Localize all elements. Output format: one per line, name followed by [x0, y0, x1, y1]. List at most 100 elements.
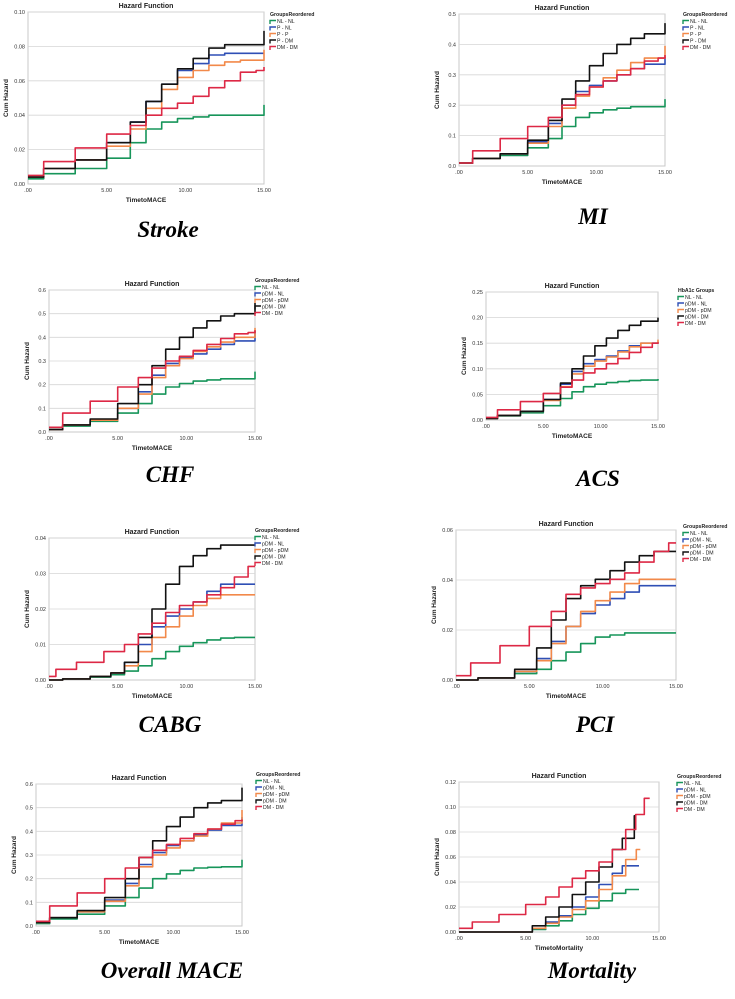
legend-swatch [254, 548, 261, 553]
legend-item: NL - NL [685, 295, 703, 301]
legend-item: NL - NL [690, 19, 708, 25]
x-tick-label: 10.00 [594, 424, 608, 430]
y-tick-label: 0.5 [25, 806, 33, 812]
y-tick-label: 0.02 [445, 905, 456, 911]
series-line [486, 342, 659, 419]
y-tick-label: 0.25 [472, 290, 483, 296]
legend-item: pDM - pDM [262, 298, 289, 304]
caption-cabg: CABG [138, 712, 202, 737]
series-line [49, 371, 256, 431]
y-tick-label: 0.5 [38, 312, 46, 318]
y-tick-label: 0.2 [38, 383, 46, 389]
legend-item: P - DM [277, 39, 293, 45]
x-tick-label: 10.00 [178, 188, 192, 194]
y-tick-label: 0.1 [25, 900, 33, 906]
x-tick-label: 15.00 [248, 436, 262, 442]
chart-mi: 0.0 0.1 0.2 0.3 0.4 0.5 .00 5.00 10.00 15.00 Hazar… [434, 5, 727, 186]
series-line [459, 848, 641, 933]
series-line [459, 797, 650, 930]
plot-area [485, 291, 659, 421]
x-tick-label: .00 [45, 436, 53, 442]
y-axis-label: Cum Hazard [434, 71, 441, 109]
legend-item: pDM - pDM [685, 308, 712, 314]
legend-item: DM - DM [277, 45, 298, 51]
x-axis-label: TimetoMACE [546, 693, 587, 700]
x-tick-label: .00 [455, 936, 463, 942]
y-tick-label: 0.08 [14, 44, 25, 50]
plot-area [27, 11, 265, 185]
series-line [49, 565, 255, 678]
legend-item: NL - NL [690, 531, 708, 537]
legend-title: GroupsReordered [255, 278, 299, 284]
legend-item: NL - NL [684, 781, 702, 787]
chart-acs: 0.00 0.05 0.10 0.15 0.20 0.25 .00 5.00 10.00 15.0… [461, 283, 714, 440]
series-line [456, 578, 676, 681]
legend-swatch [682, 39, 689, 44]
series-line [456, 542, 676, 677]
series-line [49, 636, 255, 681]
legend-item: DM - DM [263, 805, 284, 811]
series-line [36, 819, 243, 923]
chart-title: Hazard Function [125, 529, 180, 536]
y-tick-label: 0.00 [445, 930, 456, 936]
x-tick-label: 10.00 [585, 936, 599, 942]
x-tick-label: 5.00 [112, 436, 123, 442]
legend-swatch [677, 321, 684, 326]
legend-title: GroupsReordered [270, 12, 314, 18]
y-tick-label: 0.00 [472, 418, 483, 424]
plot-area [458, 13, 666, 167]
y-tick-label: 0.3 [448, 73, 456, 79]
legend-swatch [676, 781, 683, 786]
y-tick-label: 0.3 [25, 853, 33, 859]
legend-swatch [255, 786, 262, 791]
y-axis-label: Cum Hazard [11, 836, 18, 874]
legend-item: pDM - NL [263, 786, 285, 792]
chart-stroke: 0.00 0.02 0.04 0.06 0.08 0.10 .00 5.00 10.00 15.0… [3, 3, 314, 204]
y-tick-label: 0.02 [14, 148, 25, 154]
legend-swatch [676, 801, 683, 806]
x-tick-label: 10.00 [596, 684, 610, 690]
legend-title: HbA1c Groups [678, 288, 714, 294]
legend-swatch [676, 807, 683, 812]
y-tick-label: 0.10 [14, 10, 25, 16]
chart-mortality: 0.00 0.02 0.04 0.06 0.08 0.10 0.12 .00 5.00 10.00… [434, 773, 721, 952]
y-tick-label: 0.08 [445, 830, 456, 836]
x-tick-label: 15.00 [257, 188, 271, 194]
y-tick-label: 0.10 [445, 805, 456, 811]
x-tick-label: .00 [452, 684, 460, 690]
y-axis-label: Cum Hazard [461, 337, 468, 375]
legend-swatch [682, 531, 689, 536]
x-tick-label: .00 [482, 424, 490, 430]
chart-chf: 0.0 0.1 0.2 0.3 0.4 0.5 0.6 .00 5.00 10.00 15.00 Ha… [24, 278, 299, 452]
x-tick-label: 5.00 [538, 424, 549, 430]
y-tick-label: 0.4 [448, 42, 456, 48]
legend-item: NL - NL [277, 19, 295, 25]
chart-title: Hazard Function [539, 521, 594, 528]
legend-item: P - NL [690, 26, 705, 32]
series-line [49, 303, 256, 431]
legend-swatch [254, 561, 261, 566]
x-axis-label: TimetoMACE [132, 693, 173, 700]
legend-swatch [254, 305, 261, 310]
x-tick-label: 5.00 [520, 936, 531, 942]
series-line [28, 30, 265, 178]
legend-item: pDM - NL [262, 292, 284, 298]
legend-swatch [255, 799, 262, 804]
chart-title: Hazard Function [112, 775, 167, 782]
x-axis-label: TimetoMACE [552, 433, 593, 440]
legend-item: DM - DM [262, 561, 283, 567]
y-axis-label: Cum Hazard [431, 586, 438, 624]
series-line [456, 632, 676, 681]
x-tick-label: 5.00 [522, 170, 533, 176]
legend-item: DM - DM [690, 45, 711, 51]
legend-swatch [677, 315, 684, 320]
legend-swatch [682, 538, 689, 543]
x-tick-label: 10.00 [179, 684, 193, 690]
y-tick-label: 0.04 [35, 536, 46, 542]
y-tick-label: 0.04 [14, 113, 25, 119]
y-axis-label: Cum Hazard [24, 590, 31, 628]
legend-swatch [269, 39, 276, 44]
legend-swatch [255, 792, 262, 797]
x-axis-label: TimetoMortality [535, 945, 584, 952]
series-line [459, 99, 666, 164]
